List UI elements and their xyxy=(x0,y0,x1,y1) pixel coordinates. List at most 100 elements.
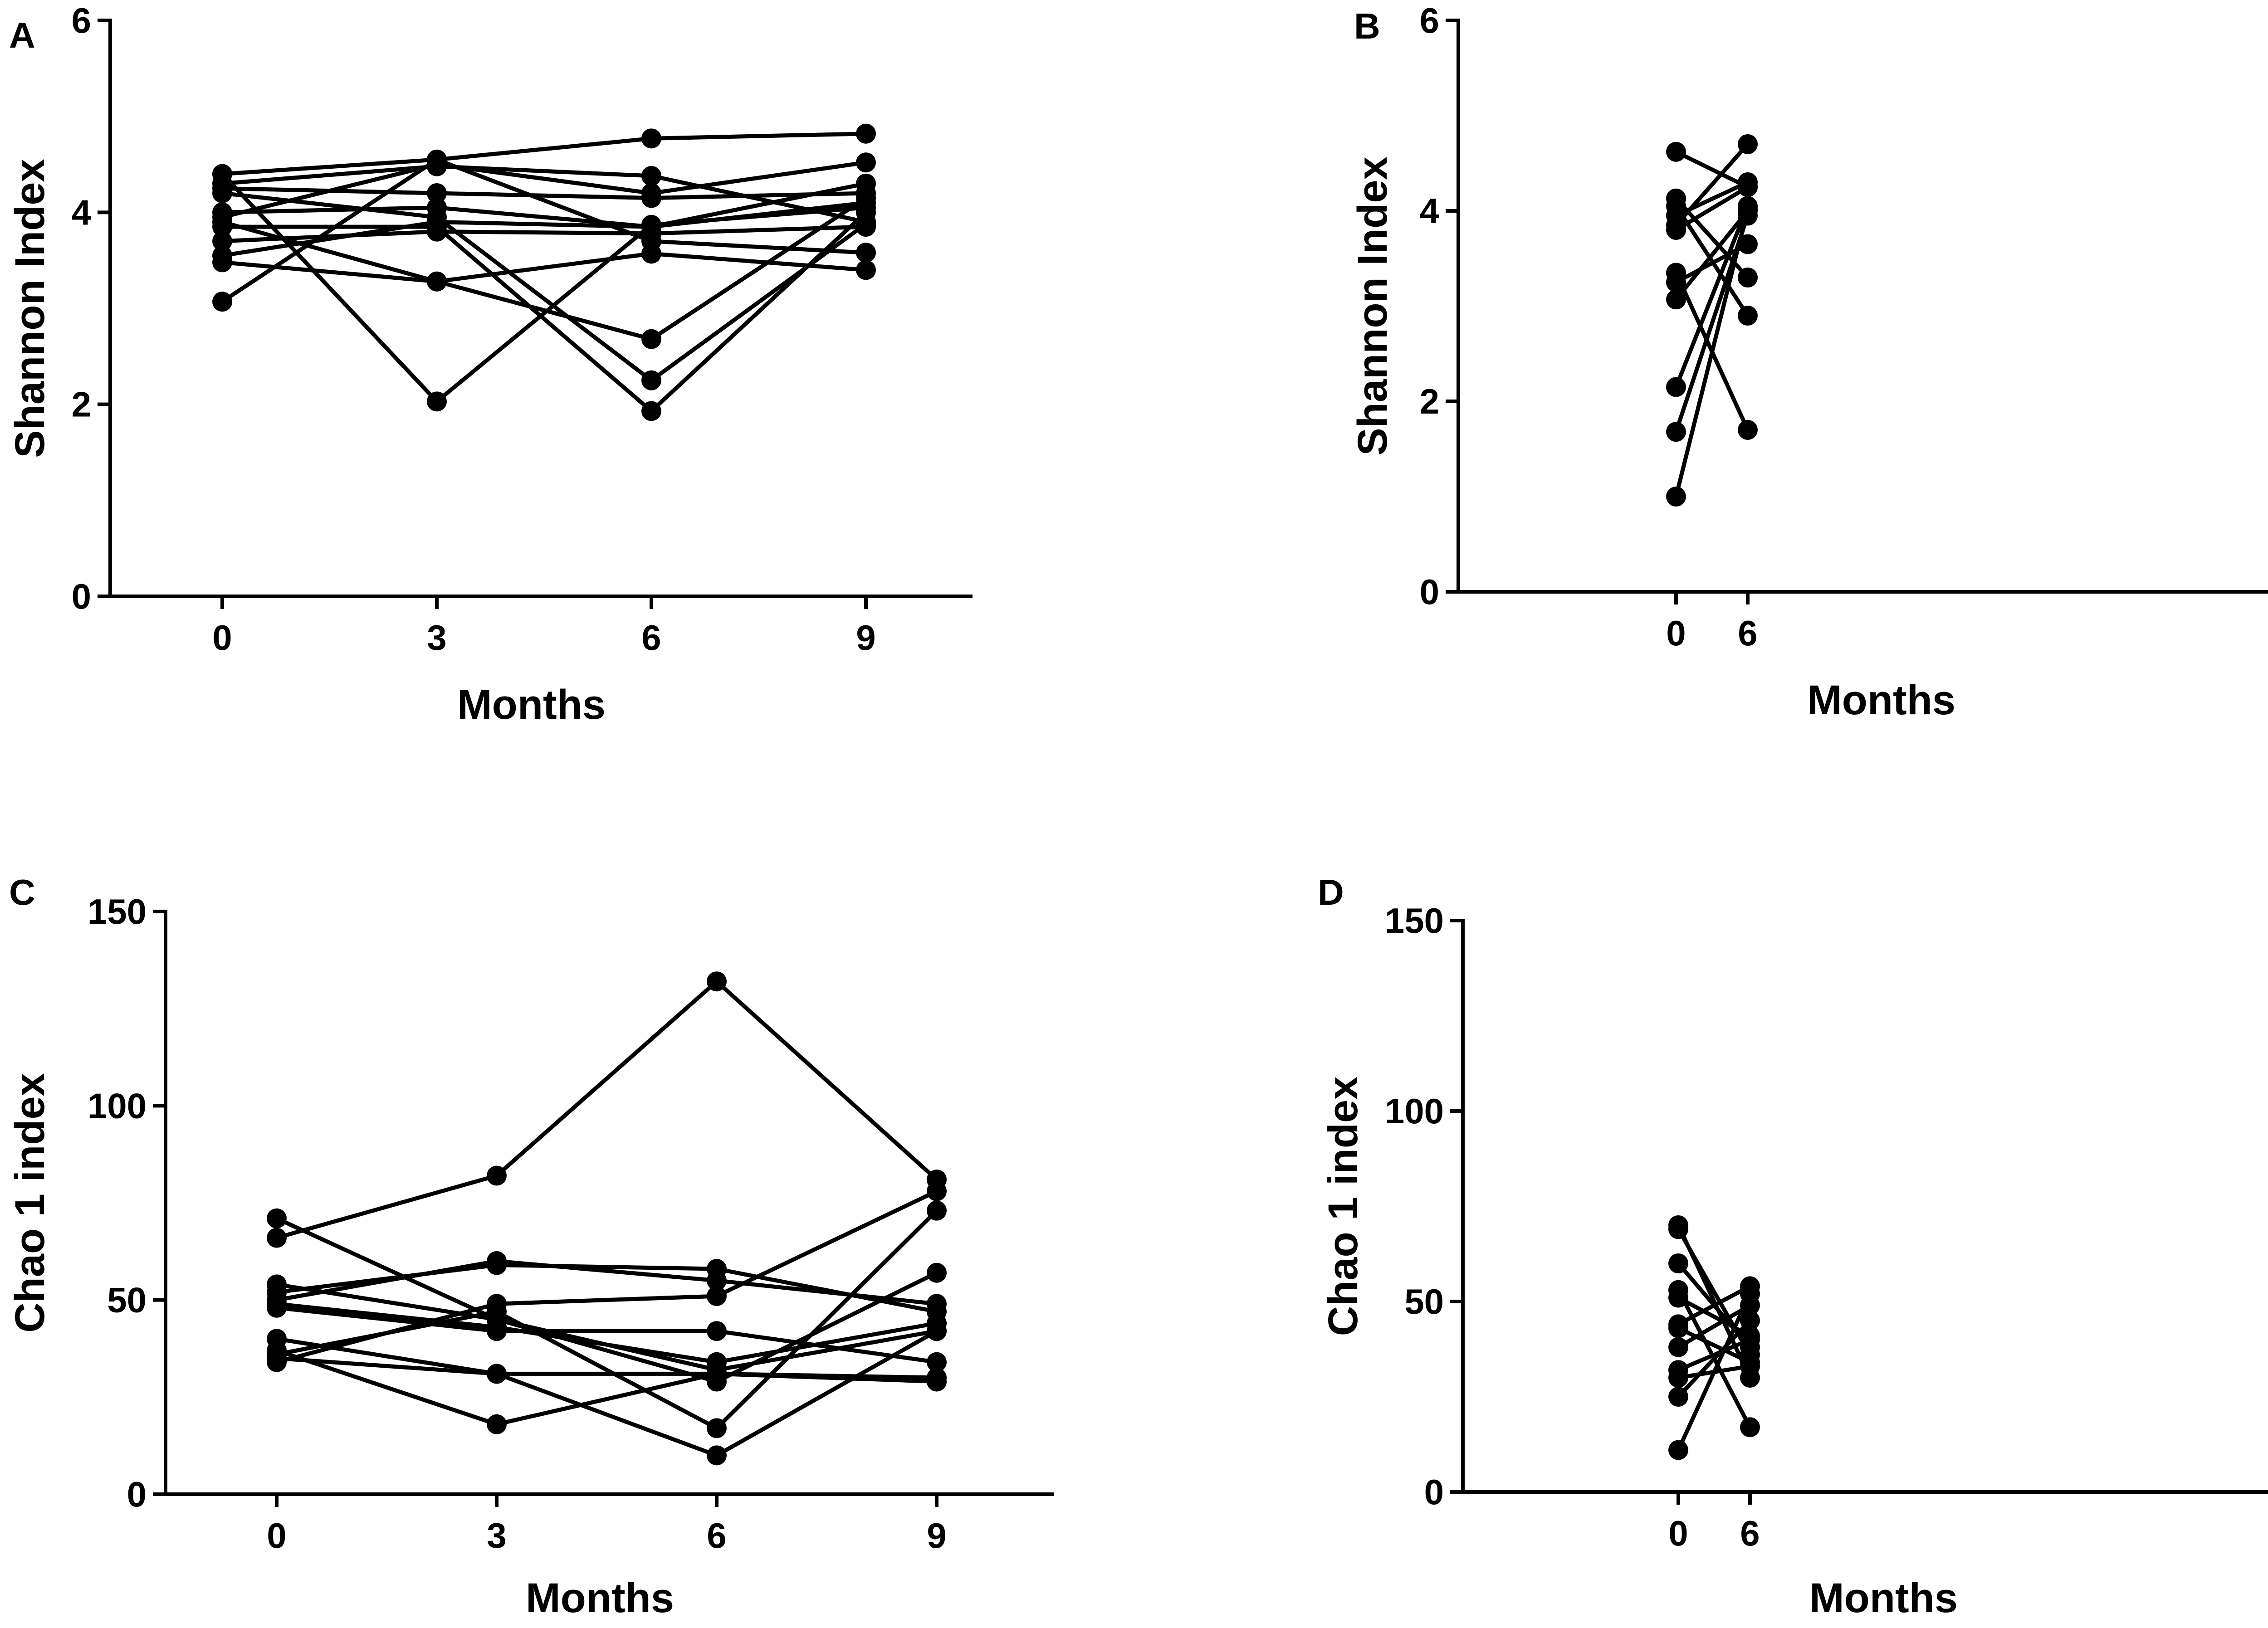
data-point xyxy=(927,1200,947,1221)
series-line xyxy=(220,181,868,229)
data-point xyxy=(1666,141,1686,162)
panel-label: A xyxy=(9,15,35,55)
data-point xyxy=(927,1181,947,1201)
data-point xyxy=(707,1321,727,1341)
series-line xyxy=(220,172,868,404)
data-point xyxy=(927,1313,947,1334)
data-point xyxy=(856,202,876,223)
series-line xyxy=(274,1356,939,1380)
x-tick-label: 6 xyxy=(1740,1513,1760,1553)
data-point xyxy=(1738,134,1758,154)
data-point xyxy=(856,152,876,173)
series-line xyxy=(220,157,868,304)
x-tick-label: 3 xyxy=(487,1516,506,1555)
data-point xyxy=(856,188,876,208)
data-point xyxy=(1668,1219,1688,1239)
x-tick-label: 6 xyxy=(641,618,661,658)
series-line xyxy=(274,1301,939,1365)
data-point xyxy=(641,128,661,149)
data-point xyxy=(487,1414,507,1434)
data-point xyxy=(267,1344,287,1365)
data-point xyxy=(707,1270,727,1291)
y-tick-label: 150 xyxy=(88,892,147,931)
series-line xyxy=(220,210,868,413)
x-tick-label: 0 xyxy=(267,1516,286,1555)
series-line xyxy=(1674,142,1750,227)
y-tick-label: 4 xyxy=(72,192,91,232)
data-point xyxy=(487,1364,507,1384)
data-point xyxy=(1668,1337,1688,1357)
x-tick-label: 9 xyxy=(856,618,875,658)
data-point xyxy=(212,164,232,184)
series-line xyxy=(1676,1292,1752,1453)
data-point xyxy=(1740,1356,1760,1376)
data-point xyxy=(1666,422,1686,442)
data-point xyxy=(856,260,876,280)
data-point xyxy=(641,214,661,235)
y-axis-title: Chao 1 index xyxy=(7,1073,53,1333)
y-axis-title: Shannon Index xyxy=(1349,156,1396,455)
data-point xyxy=(267,1208,287,1228)
y-tick-label: 50 xyxy=(107,1280,147,1320)
series-line xyxy=(1676,1326,1752,1365)
data-point xyxy=(1740,1284,1760,1304)
series-line xyxy=(274,1209,939,1430)
series-line xyxy=(274,1282,939,1372)
data-point xyxy=(212,292,232,312)
data-point xyxy=(641,231,661,251)
data-point xyxy=(212,183,232,203)
panel-label: D xyxy=(1318,872,1344,912)
series-line xyxy=(274,1216,939,1384)
data-point xyxy=(927,1262,947,1283)
series-line xyxy=(274,1306,939,1365)
data-point xyxy=(707,1352,727,1372)
panel-c: C 0 50 100 150 0 3 6 9 Months Chao 1 index xyxy=(7,872,1054,1621)
series-line xyxy=(274,1259,939,1306)
x-tick-label: 6 xyxy=(707,1516,726,1555)
series-line xyxy=(220,191,868,383)
panel-label: C xyxy=(9,872,35,912)
x-tick-label: 0 xyxy=(1666,613,1686,653)
series-line xyxy=(220,251,868,284)
data-point xyxy=(1666,487,1686,507)
y-axis-title: Shannon Index xyxy=(7,159,53,458)
data-point xyxy=(1668,1287,1688,1308)
data-point xyxy=(1740,1417,1760,1438)
data-point xyxy=(267,1294,287,1314)
data-point xyxy=(927,1368,947,1388)
data-point xyxy=(487,1251,507,1271)
data-point xyxy=(707,1418,727,1438)
data-point xyxy=(1738,234,1758,254)
y-tick-label: 0 xyxy=(127,1474,147,1514)
data-point xyxy=(927,1294,947,1314)
series-line xyxy=(220,196,868,341)
y-tick-label: 100 xyxy=(88,1086,147,1126)
data-point xyxy=(707,971,727,992)
series-line xyxy=(1676,1337,1752,1372)
data-point xyxy=(856,123,876,144)
y-tick-label: 2 xyxy=(1420,381,1439,421)
series-line xyxy=(220,160,868,219)
data-point xyxy=(641,329,661,349)
x-tick-label: 9 xyxy=(927,1516,946,1555)
x-tick-label: 3 xyxy=(427,618,446,658)
y-tick-label: 6 xyxy=(72,0,91,40)
panel-b: B 0 2 4 6 0 6 Months Shannon Index xyxy=(1349,0,2268,723)
series-line xyxy=(274,1329,939,1457)
data-point xyxy=(427,217,447,237)
series-line xyxy=(1674,207,1750,499)
x-axis-title: Months xyxy=(1809,1575,1958,1621)
data-point xyxy=(1738,306,1758,326)
x-tick-label: 0 xyxy=(212,618,232,658)
data-point xyxy=(1740,1311,1760,1331)
data-point xyxy=(856,173,876,194)
x-tick-label: 0 xyxy=(1668,1513,1688,1553)
x-axis-title: Months xyxy=(457,682,606,728)
y-tick-label: 4 xyxy=(1420,191,1439,231)
series-line xyxy=(1676,1303,1752,1350)
data-point xyxy=(1738,268,1758,288)
data-point xyxy=(641,370,661,390)
data-point xyxy=(707,1286,727,1306)
series-line xyxy=(1676,1318,1752,1399)
y-tick-label: 0 xyxy=(1420,572,1439,612)
